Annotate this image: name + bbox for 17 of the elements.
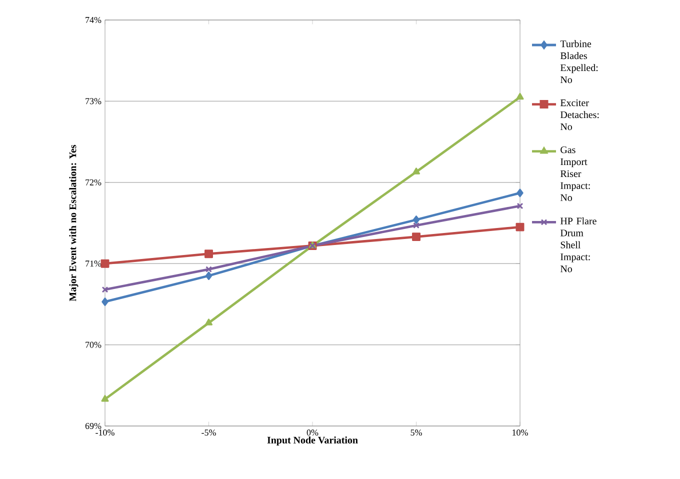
x-tick-label: 0%	[306, 430, 318, 436]
y-tick-label: 70%	[86, 342, 102, 348]
x-tick-label: -5%	[202, 430, 216, 436]
x-tick-label: 10%	[512, 430, 528, 436]
legend-label: Gas Import Riser Impact: No	[560, 146, 590, 201]
y-tick-label: 72%	[86, 179, 102, 186]
x-tick-label: 5%	[410, 430, 422, 436]
legend-label: Turbine Blades Expelled: No	[560, 40, 598, 84]
x-tick-label: -10%	[96, 430, 114, 436]
y-tick-label: 71%	[86, 260, 102, 267]
y-tick-label: 69%	[85, 422, 102, 430]
legend-label: HP Flare Drum Shell Impact: No	[560, 217, 596, 272]
legend-label: Exciter Detaches: No	[560, 99, 599, 130]
y-tick-label: 74%	[86, 16, 102, 24]
y-axis-title: Major Event with no Escalation: Yes	[69, 144, 78, 302]
y-tick-label: 73%	[86, 98, 102, 104]
x-axis-title: Input Node Variation	[267, 436, 358, 446]
